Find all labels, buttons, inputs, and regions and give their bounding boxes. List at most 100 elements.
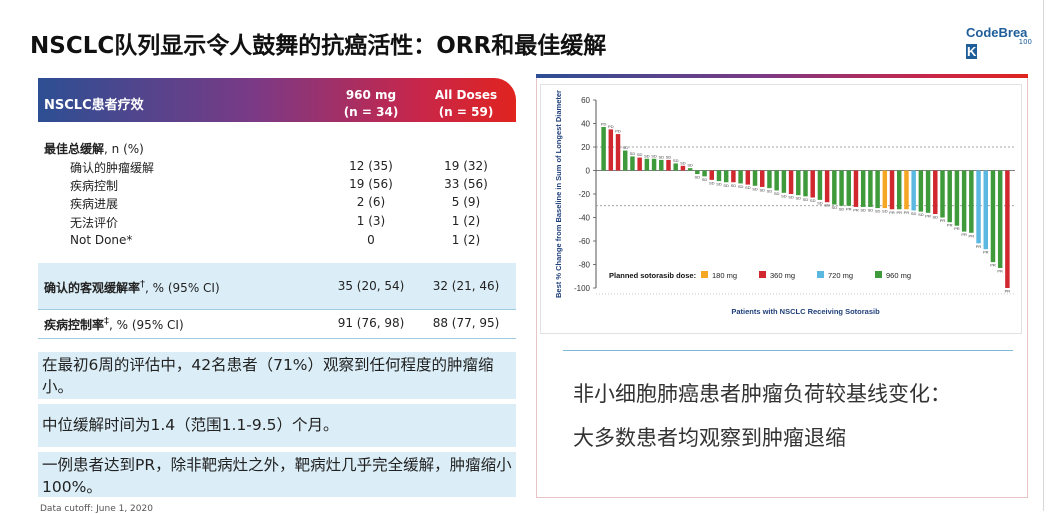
- page-title: NSCLC队列显示令人鼓舞的抗癌活性：ORR和最佳缓解: [30, 33, 607, 59]
- logo-text: CodeBreaK: [966, 25, 1028, 59]
- waterfall-bar: [839, 170, 844, 206]
- bar-response-label: SD: [817, 200, 823, 205]
- bar-response-label: SD: [788, 195, 794, 200]
- bar-response-label: SD: [695, 175, 701, 180]
- waterfall-bar: [781, 170, 787, 193]
- table-header-col-960mg: 960 mg (n = 34): [343, 88, 399, 119]
- bar-response-label: SD: [933, 214, 939, 219]
- bar-response-label: SD: [738, 184, 744, 189]
- footnote: Data cutoff: June 1, 2020: [40, 504, 153, 514]
- waterfall-bar: [853, 170, 859, 207]
- legend-swatch: [875, 271, 882, 278]
- bar-response-label: PD: [601, 122, 607, 127]
- bar-response-label: PR: [976, 244, 982, 249]
- waterfall-bar: [810, 170, 815, 198]
- bar-response-label: SD: [716, 182, 722, 187]
- waterfall-bar: [947, 170, 952, 223]
- bar-response-label: PR: [961, 232, 967, 237]
- y-axis-label: Best % Change from Baseline in Sum of Lo…: [554, 90, 563, 298]
- bar-response-label: SD: [774, 191, 780, 196]
- waterfall-bar: [961, 170, 967, 232]
- caption-line-2: 大多数患者均观察到肿瘤退缩: [573, 426, 846, 450]
- waterfall-bar: [918, 170, 924, 212]
- y-tick-label: -20: [578, 190, 590, 199]
- waterfall-bar: [760, 170, 765, 187]
- table-header-col-all-doses: All Doses (n = 59): [434, 88, 498, 119]
- bar-response-label: SD: [745, 185, 751, 190]
- bar-response-label: SD: [839, 206, 845, 211]
- chart-panel-accent-bar: [536, 74, 1028, 78]
- bar-response-label: SD: [673, 158, 679, 163]
- waterfall-bar: [990, 170, 996, 263]
- waterfall-bar: [702, 170, 707, 177]
- y-tick-label: -100: [574, 284, 591, 293]
- bar-response-label: SD: [731, 183, 737, 188]
- bar-response-label: PR: [846, 206, 852, 211]
- waterfall-bar: [687, 168, 693, 171]
- bar-response-label: SD: [796, 196, 802, 201]
- x-axis-label: Patients with NSCLC Receiving Sotorasib: [731, 307, 880, 316]
- waterfall-bar: [644, 158, 650, 171]
- bar-response-label: SD: [882, 209, 888, 214]
- waterfall-bar: [875, 170, 880, 209]
- waterfall-bar: [745, 170, 751, 185]
- legend-item-label: 720 mg: [828, 271, 853, 280]
- waterfall-bar: [774, 170, 779, 191]
- bar-response-label: SD: [911, 211, 917, 216]
- bar-response-label: SD: [709, 180, 715, 185]
- waterfall-bar: [904, 170, 909, 210]
- waterfall-bar: [716, 170, 722, 182]
- waterfall-bar: [615, 134, 621, 171]
- bar-response-label: PR: [904, 210, 910, 215]
- waterfall-bar: [832, 170, 837, 205]
- bar-response-label: PD: [615, 129, 621, 134]
- bar-response-label: SD: [832, 205, 838, 210]
- y-tick-label: 40: [581, 120, 590, 129]
- bar-response-label: PR: [997, 269, 1003, 274]
- waterfall-bar: [846, 170, 851, 206]
- bar-response-label: PR: [940, 218, 946, 223]
- bar-response-label: SD: [637, 152, 643, 157]
- table-header-label: NSCLC患者疗效: [44, 98, 144, 113]
- y-tick-label: 0: [586, 167, 591, 176]
- codebreak-logo: CodeBreaK 100: [966, 22, 1036, 59]
- waterfall-bar: [897, 170, 902, 210]
- bar-response-label: SD: [868, 207, 874, 212]
- y-tick-label: -60: [578, 237, 590, 246]
- bar-response-label: SD: [875, 209, 881, 214]
- bar-response-label: SD: [803, 197, 809, 202]
- chart-panel: [536, 74, 1028, 498]
- waterfall-bar: [637, 157, 642, 171]
- waterfall-bar: [709, 170, 714, 180]
- waterfall-chart-frame: 60 40 20 0 -20 -40 -60 -80 -100 Best % Change fro…: [540, 84, 1022, 334]
- y-tick-label: 20: [581, 143, 590, 152]
- bar-response-label: PD: [608, 124, 614, 129]
- waterfall-bar: [630, 156, 635, 171]
- waterfall-bar: [817, 170, 823, 200]
- waterfall-bar: [680, 165, 686, 171]
- bar-response-label: SD: [651, 153, 657, 158]
- waterfall-bar: [796, 170, 801, 196]
- bar-response-label: SD: [644, 153, 650, 158]
- waterfall-bar: [860, 170, 866, 207]
- waterfall-bar: [824, 170, 830, 203]
- bar-response-label: PR: [983, 250, 989, 255]
- bar-response-label: SD: [622, 145, 628, 150]
- waterfall-bar: [803, 170, 808, 197]
- bar-response-label: SD: [659, 154, 665, 159]
- waterfall-bar: [889, 170, 895, 210]
- waterfall-chart: 60 40 20 0 -20 -40 -60 -80 -100 Best % Change fro…: [554, 90, 1015, 316]
- logo-subtext: 100: [1018, 38, 1032, 46]
- bar-response-label: PR: [925, 213, 931, 218]
- legend-swatch: [817, 271, 824, 278]
- waterfall-bar: [623, 150, 628, 171]
- bar-response-label: SD: [810, 198, 816, 203]
- waterfall-bar: [925, 170, 931, 213]
- waterfall-bar: [882, 170, 888, 209]
- waterfall-bar: [868, 170, 873, 207]
- waterfall-bar: [723, 170, 729, 183]
- legend-item-label: 960 mg: [886, 271, 911, 280]
- waterfall-bar: [976, 170, 981, 244]
- note-complete-shrinkage: 一例患者达到PR，除非靶病灶之外，靶病灶几乎完全缓解，肿瘤缩小100%。: [38, 452, 516, 497]
- bar-response-label: SD: [759, 187, 765, 192]
